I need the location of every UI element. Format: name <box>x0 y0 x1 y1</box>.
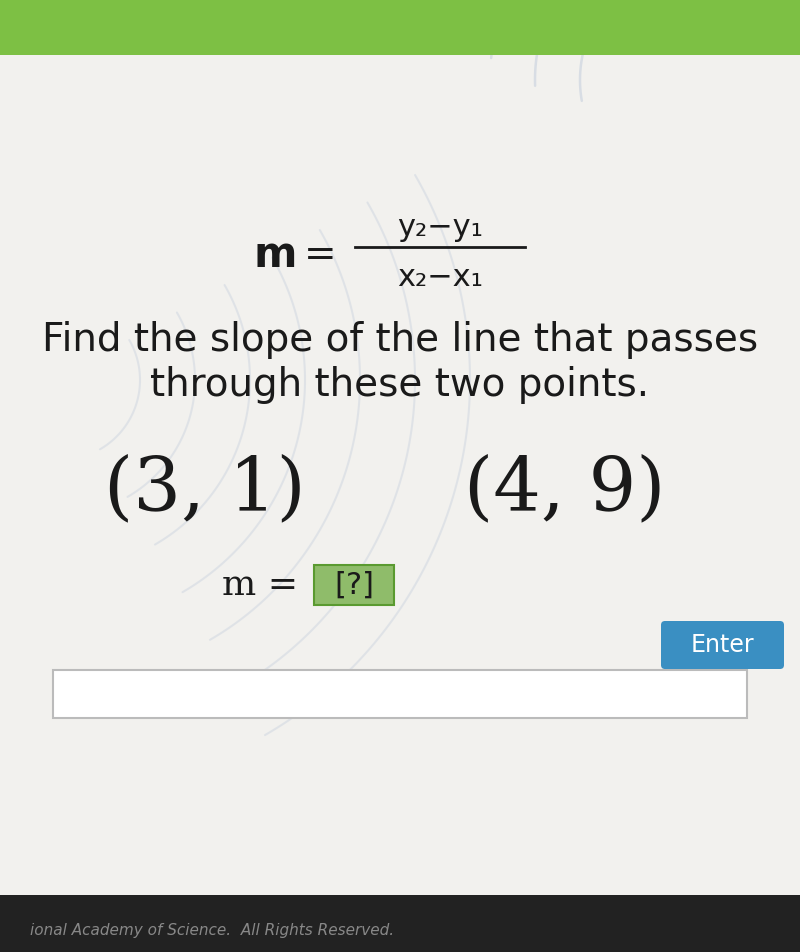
Bar <box>0 0 800 55</box>
Text: y₂−y₁: y₂−y₁ <box>397 212 483 242</box>
Text: (3, 1): (3, 1) <box>104 453 306 526</box>
Bar <box>0 55 800 895</box>
Text: [?]: [?] <box>334 570 374 600</box>
Text: Enter: Enter <box>690 633 754 657</box>
Text: (4, 9): (4, 9) <box>464 453 666 526</box>
Text: $\mathbf{m}$: $\mathbf{m}$ <box>253 234 295 276</box>
Text: through these two points.: through these two points. <box>150 366 650 404</box>
Text: Find the slope of the line that passes: Find the slope of the line that passes <box>42 321 758 359</box>
Bar <box>0 895 800 952</box>
FancyBboxPatch shape <box>53 670 747 718</box>
Text: =: = <box>304 236 336 274</box>
FancyBboxPatch shape <box>661 621 784 669</box>
Text: ional Academy of Science.  All Rights Reserved.: ional Academy of Science. All Rights Res… <box>30 922 394 938</box>
Text: m =: m = <box>222 568 310 602</box>
Text: x₂−x₁: x₂−x₁ <box>397 263 483 291</box>
FancyBboxPatch shape <box>314 565 394 605</box>
